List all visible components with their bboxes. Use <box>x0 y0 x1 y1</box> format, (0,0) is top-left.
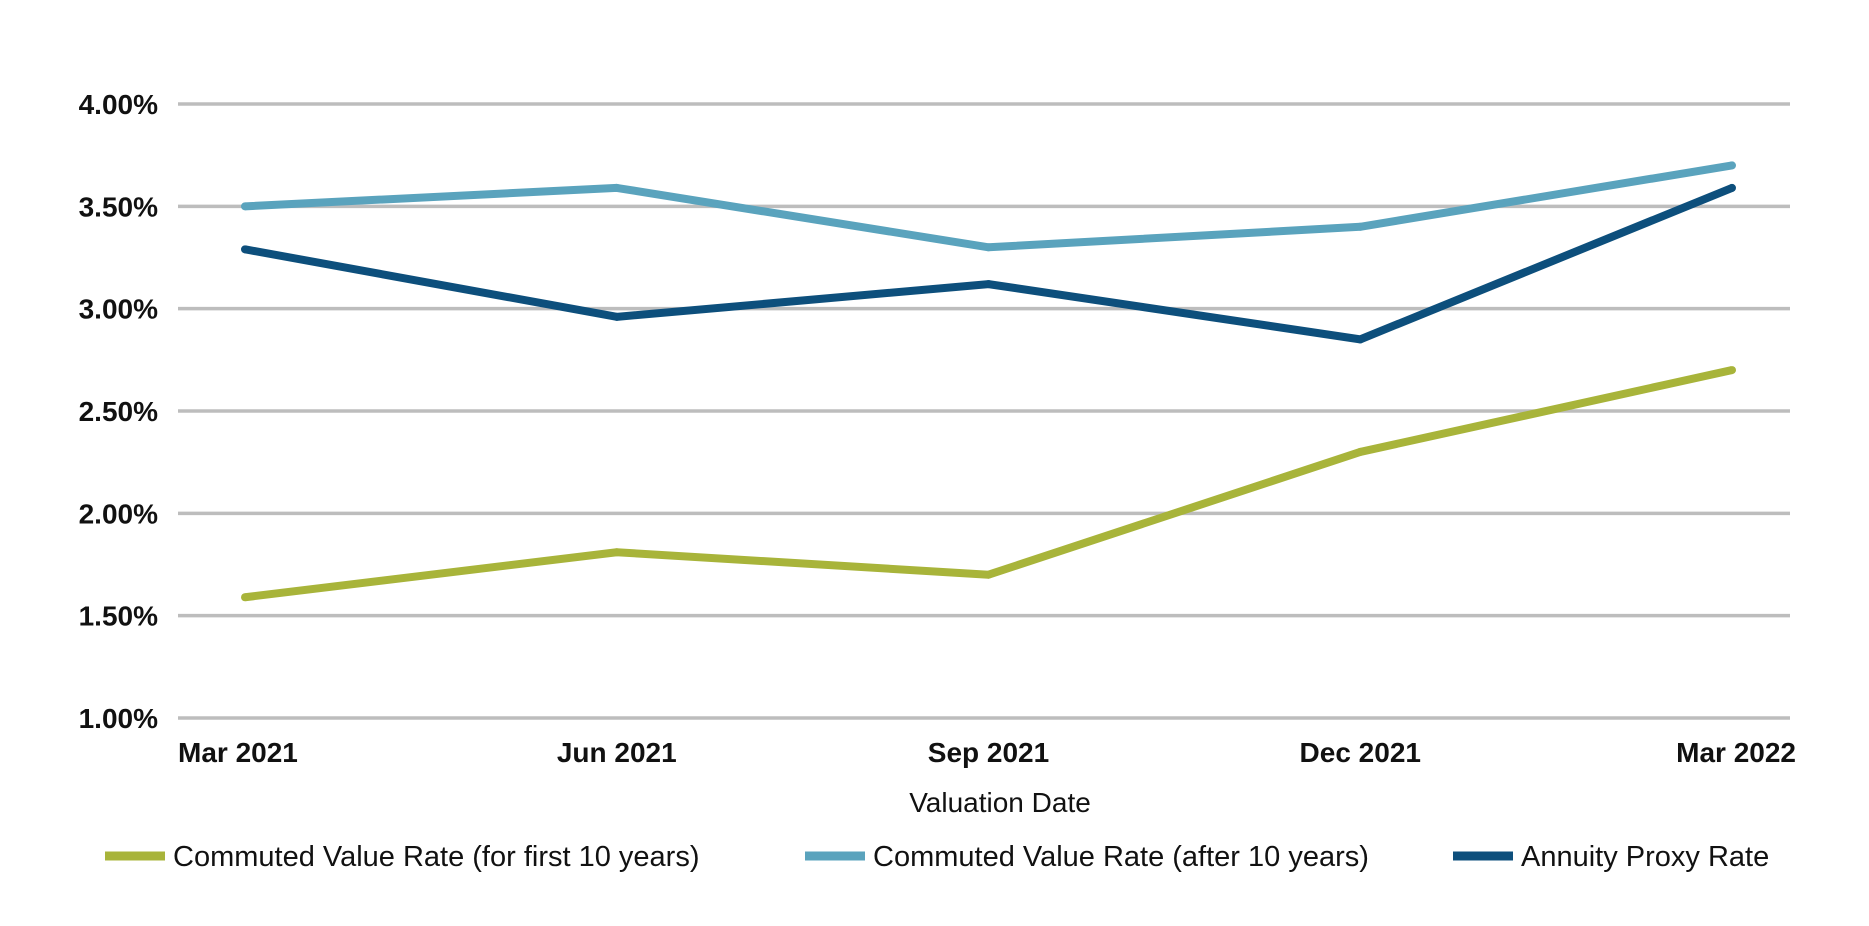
y-tick-label: 4.00% <box>79 89 158 120</box>
series-line-3 <box>244 184 1734 344</box>
x-tick-label: Jun 2021 <box>557 737 677 768</box>
data-point <box>612 548 621 557</box>
x-axis-ticks: Mar 2021 Jun 2021 Sep 2021 Dec 2021 Mar 2022 <box>178 737 1796 768</box>
legend-label: Commuted Value Rate (after 10 years) <box>873 841 1369 873</box>
x-tick-label: Mar 2022 <box>1676 737 1796 768</box>
y-tick-label: 1.00% <box>79 703 158 734</box>
legend: Commuted Value Rate (for first 10 years)… <box>105 841 1769 873</box>
x-tick-label: Mar 2021 <box>178 737 298 768</box>
data-point <box>1728 183 1736 192</box>
x-tick-label: Dec 2021 <box>1300 737 1421 768</box>
y-axis-ticks: 1.00% 1.50% 2.00% 2.50% 3.00% 3.50% 4.00% <box>79 89 158 734</box>
y-tick-label: 3.00% <box>79 294 158 325</box>
legend-item-2: Commuted Value Rate (after 10 years) <box>805 841 1369 873</box>
data-point <box>1356 447 1365 456</box>
series-lines <box>241 161 1736 602</box>
data-point <box>612 312 621 321</box>
data-point <box>241 593 249 602</box>
data-point <box>1356 335 1365 344</box>
data-point <box>984 570 993 579</box>
legend-label: Annuity Proxy Rate <box>1521 841 1769 873</box>
data-point <box>241 245 249 254</box>
x-tick-label: Sep 2021 <box>928 737 1049 768</box>
data-point <box>984 280 993 289</box>
legend-label: Commuted Value Rate (for first 10 years) <box>173 841 700 873</box>
data-point <box>984 243 993 252</box>
x-axis-title: Valuation Date <box>909 787 1091 818</box>
series-line-1 <box>244 366 1733 602</box>
y-tick-label: 2.00% <box>79 498 158 529</box>
data-point <box>1728 161 1736 170</box>
data-point <box>1356 222 1365 231</box>
data-point <box>241 202 249 211</box>
gridlines <box>178 102 1790 720</box>
y-tick-label: 1.50% <box>79 601 158 632</box>
legend-item-3: Annuity Proxy Rate <box>1453 841 1769 873</box>
legend-item-1: Commuted Value Rate (for first 10 years) <box>105 841 700 873</box>
data-point <box>1728 366 1736 375</box>
y-tick-label: 2.50% <box>79 396 158 427</box>
data-point <box>612 183 621 192</box>
y-tick-label: 3.50% <box>79 191 158 222</box>
